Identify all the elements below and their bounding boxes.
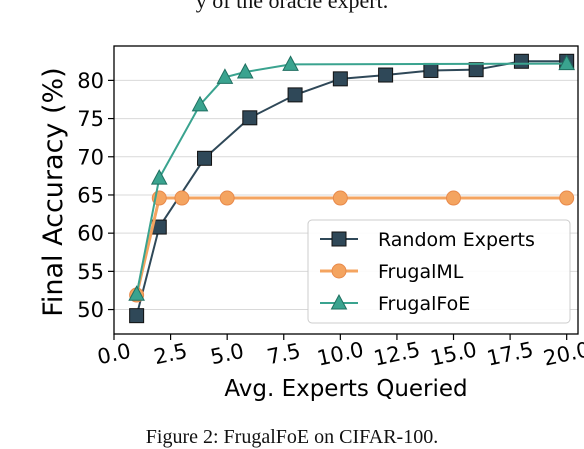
- figure-caption: Figure 2: FrugalFoE on CIFAR-100.: [145, 426, 439, 448]
- accuracy-line-chart: 50 55 60 65 70 75 80 0.0 2.5 5.0 7.5 10.0 12.5 15.0 17…: [38, 45, 584, 402]
- data-point: [513, 53, 529, 69]
- legend: Random Experts FrugalML FrugalFoE: [307, 219, 571, 324]
- y-tick-label: 55: [77, 260, 104, 284]
- data-point: [242, 110, 258, 126]
- x-tick-label: 7.5: [265, 339, 303, 369]
- x-tick-label: 0.0: [95, 339, 133, 369]
- data-point: [191, 95, 209, 112]
- legend-item: FrugalML: [320, 261, 464, 283]
- data-point: [446, 190, 462, 206]
- y-tick-label: 65: [77, 183, 104, 207]
- y-tick-label: 70: [77, 145, 104, 169]
- data-point: [559, 190, 575, 206]
- legend-marker: [331, 231, 347, 247]
- y-tick-label: 75: [77, 107, 104, 131]
- data-point: [129, 308, 145, 324]
- y-tick-label: 80: [77, 69, 104, 93]
- data-point: [332, 190, 348, 206]
- y-tick-label: 60: [77, 222, 104, 246]
- legend-label: FrugalML: [378, 261, 464, 283]
- data-point: [150, 169, 168, 185]
- legend-label: FrugalFoE: [378, 293, 470, 315]
- data-point: [174, 190, 190, 206]
- legend-box: [307, 219, 571, 324]
- x-tick-label: 15.0: [428, 337, 479, 370]
- data-point: [468, 62, 484, 78]
- y-tick-label: 50: [77, 298, 104, 322]
- y-axis-label: Final Accuracy (%): [38, 67, 69, 316]
- legend-item: Random Experts: [320, 229, 535, 251]
- x-tick-label: 2.5: [152, 339, 190, 369]
- data-point: [282, 55, 299, 71]
- legend-marker: [330, 293, 348, 310]
- x-tick-label: 20.0: [541, 337, 584, 370]
- preceding-text: y of the oracle expert.: [195, 0, 389, 13]
- legend-item: FrugalFoE: [320, 293, 470, 315]
- data-point: [216, 68, 234, 84]
- data-point: [219, 190, 235, 206]
- data-point: [236, 62, 254, 79]
- data-point: [423, 62, 439, 78]
- data-point: [128, 285, 145, 301]
- x-axis-label: Avg. Experts Queried: [224, 376, 467, 402]
- legend-label: Random Experts: [378, 229, 535, 251]
- data-point: [378, 67, 394, 83]
- data-point: [332, 71, 348, 87]
- x-tick-label: 10.0: [315, 337, 366, 370]
- data-point: [558, 54, 576, 71]
- x-tick-label: 17.5: [485, 337, 536, 370]
- x-tick-label: 12.5: [372, 337, 423, 370]
- series-frugalfoe: [128, 54, 576, 301]
- series-layer: [128, 53, 576, 324]
- legend-marker: [331, 263, 347, 279]
- data-point: [197, 150, 213, 166]
- plot-frame: [113, 45, 579, 335]
- x-tick-label: 5.0: [208, 339, 246, 369]
- data-point: [287, 87, 303, 103]
